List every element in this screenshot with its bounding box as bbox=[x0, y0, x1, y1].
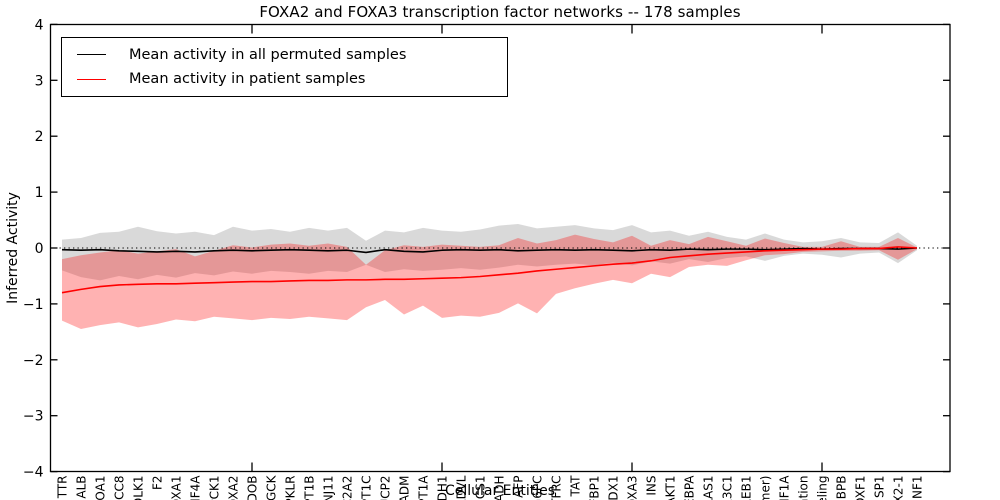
x-category-label: CPT1A bbox=[417, 475, 431, 500]
x-category-label: AKT1 bbox=[664, 476, 678, 500]
x-category-label: ACADM bbox=[398, 476, 412, 500]
x-category-label: F2 bbox=[151, 476, 165, 491]
x-category-label: PDX1 bbox=[607, 476, 621, 500]
permuted-range-band bbox=[62, 223, 917, 281]
x-category-label: KCNJ11 bbox=[322, 476, 336, 500]
x-category-label: FOXA3 bbox=[626, 476, 640, 500]
patient-line-swatch bbox=[77, 78, 106, 80]
y-tick-label: −4 bbox=[23, 465, 44, 481]
x-category-label: CREB1 bbox=[740, 476, 754, 500]
legend-label-patient: Mean activity in patient samples bbox=[129, 71, 366, 88]
y-tick-label: 3 bbox=[35, 73, 44, 89]
x-category-label: PCK1 bbox=[208, 476, 222, 500]
y-tick-label: 0 bbox=[35, 241, 44, 257]
x-category-label: ACADVL bbox=[455, 475, 469, 500]
x-category-label: NKX2-1 bbox=[892, 476, 906, 500]
x-axis-label: Cellular Entities bbox=[444, 483, 556, 499]
x-category-label: CPT1B bbox=[303, 476, 317, 500]
x-category-label: chromatin remodeling bbox=[816, 476, 830, 500]
x-category-label: ALB bbox=[75, 476, 89, 499]
x-category-label: TAT bbox=[569, 475, 583, 498]
chart-title: FOXA2 and FOXA3 transcription factor net… bbox=[259, 3, 741, 21]
x-category-label: CEBPA bbox=[683, 475, 697, 500]
legend-item-patient: Mean activity in patient samples bbox=[62, 71, 507, 87]
x-category-label: ALAS1 bbox=[702, 476, 716, 500]
x-category-label: AFP bbox=[512, 476, 526, 498]
x-category-label: BDH1 bbox=[436, 476, 450, 500]
y-tick-label: 2 bbox=[35, 129, 44, 145]
x-category-label: NR3C1 bbox=[721, 476, 735, 500]
x-category-label: APOA1 bbox=[94, 476, 108, 500]
y-tick-label: −2 bbox=[23, 353, 44, 369]
patient-mean-line bbox=[61, 246, 918, 294]
y-tick-label: −3 bbox=[23, 409, 44, 425]
x-category-label: PKLR bbox=[284, 476, 298, 500]
x-category-label: HNF4A bbox=[189, 475, 203, 500]
x-category-label: ALDOB bbox=[246, 476, 260, 500]
x-category-label: G6PC bbox=[531, 476, 545, 500]
x-category-label: FOXF1 bbox=[854, 476, 868, 500]
x-category-label: FOXA1 bbox=[170, 476, 184, 500]
x-category-label: HADH bbox=[493, 476, 507, 500]
x-category-label: SP1 bbox=[873, 476, 887, 499]
x-category-label: HNF1A bbox=[778, 475, 792, 500]
x-category-label: DLK1 bbox=[132, 476, 146, 500]
y-axis-label: Inferred Activity bbox=[5, 192, 21, 304]
x-category-label: NF1 bbox=[911, 476, 925, 500]
y-tick-label: −1 bbox=[23, 297, 44, 313]
x-category-label: ABCC8 bbox=[113, 476, 127, 500]
x-category-label: SLC2A2 bbox=[341, 476, 355, 500]
x-category-label: INS bbox=[645, 476, 659, 496]
legend-label-permuted: Mean activity in all permuted samples bbox=[129, 46, 407, 63]
x-category-label: CEBPB bbox=[835, 476, 849, 500]
legend-item-permuted: Mean activity in all permuted samples bbox=[62, 47, 507, 63]
x-category-label: TFRC bbox=[550, 476, 564, 500]
permuted-mean-line bbox=[61, 247, 918, 254]
x-category-label: IGFBP1 bbox=[588, 476, 602, 500]
legend: Mean activity in all permuted samples Me… bbox=[61, 37, 508, 97]
patient-range-band bbox=[62, 234, 917, 330]
x-category-label: response to starvation bbox=[797, 476, 811, 500]
x-category-label: HMGCS1 bbox=[474, 476, 488, 500]
x-category-label: TTR bbox=[56, 476, 70, 500]
x-category-label: CPT1C bbox=[360, 476, 374, 500]
x-category-label: HNF1A (dimer) bbox=[759, 476, 773, 500]
permuted-line-swatch bbox=[77, 54, 106, 56]
x-category-label: UCP2 bbox=[379, 476, 393, 500]
x-category-label: FOXA2 bbox=[227, 476, 241, 500]
x-category-label: GCK bbox=[265, 474, 279, 500]
y-tick-label: 1 bbox=[35, 185, 44, 201]
y-tick-label: 4 bbox=[35, 17, 44, 33]
